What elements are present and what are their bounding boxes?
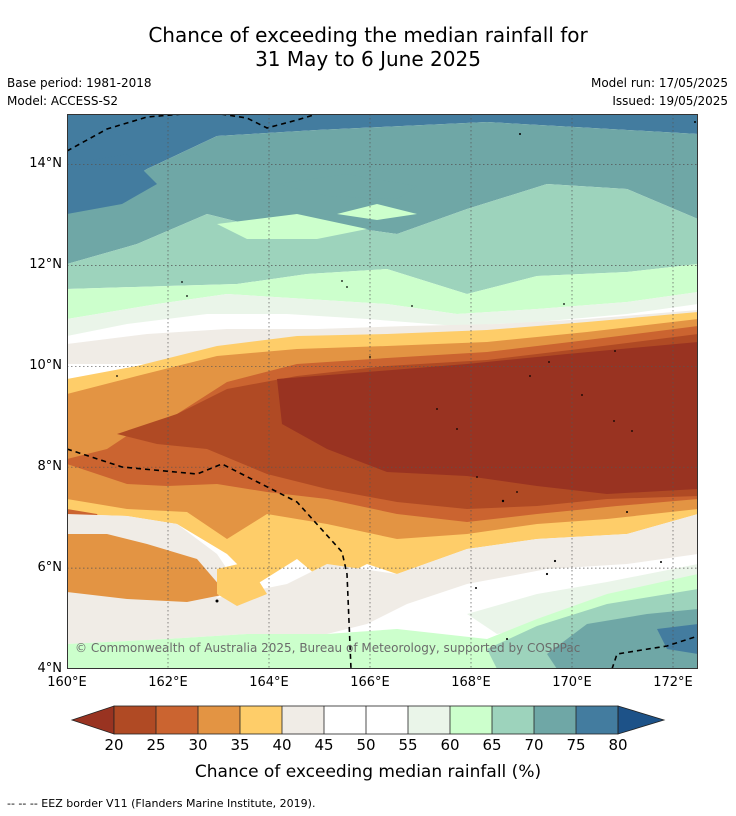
copyright-notice: © Commonwealth of Australia 2025, Bureau… xyxy=(75,641,581,655)
model-name: Model: ACCESS-S2 xyxy=(7,94,119,108)
contour-60-65-patch xyxy=(217,214,367,239)
colorbar-tick-75: 75 xyxy=(566,736,586,754)
contour-55-60-north xyxy=(67,292,698,336)
lon-tick-164E: 164°E xyxy=(249,675,289,690)
colorbar-tick-40: 40 xyxy=(272,736,292,754)
contour-75-80-patch xyxy=(67,154,157,214)
lat-tick-14N: 14°N xyxy=(29,156,62,171)
contour-65-70-north xyxy=(67,184,698,294)
colorbar-tick-35: 35 xyxy=(230,736,250,754)
colorbar-title: Chance of exceeding median rainfall (%) xyxy=(194,762,542,782)
contour-60-65-north xyxy=(67,264,698,319)
colorbar-low-extend xyxy=(70,705,115,735)
eez-footnote: -- -- -- EEZ border V11 (Flanders Marine… xyxy=(7,797,316,810)
colorbar-high-extend xyxy=(617,705,666,735)
contour-below-20 xyxy=(277,342,698,494)
contour-55-60-south xyxy=(467,564,698,634)
island-markers xyxy=(116,121,696,640)
eez-border-central xyxy=(67,448,352,669)
lat-tick-12N: 12°N xyxy=(29,257,62,272)
contour-70-75-patch xyxy=(277,174,417,199)
contour-75-80 xyxy=(67,114,698,209)
graticule xyxy=(67,114,698,669)
colorbar-tick-60: 60 xyxy=(440,736,460,754)
eez-border-southeast xyxy=(611,635,698,669)
contour-40-45-south xyxy=(67,514,698,644)
colorbar-swatch xyxy=(282,706,324,734)
colorbar-swatch xyxy=(240,706,282,734)
lon-tick-170E: 170°E xyxy=(552,675,592,690)
lat-tick-4N: 4°N xyxy=(37,661,63,676)
colorbar-swatch xyxy=(156,706,198,734)
colorbar-tick-55: 55 xyxy=(398,736,418,754)
colorbar-swatch xyxy=(534,706,576,734)
colorbar-swatch xyxy=(408,706,450,734)
lon-tick-168E: 168°E xyxy=(451,675,491,690)
eez-border-north xyxy=(67,114,320,152)
lon-tick-162E: 162°E xyxy=(148,675,188,690)
colorbar-tick-25: 25 xyxy=(146,736,166,754)
colorbar-tick-70: 70 xyxy=(524,736,544,754)
colorbar xyxy=(70,705,666,735)
colorbar-swatch xyxy=(492,706,534,734)
rainfall-probability-map xyxy=(67,114,698,669)
model-run-date: Model run: 17/05/2025 xyxy=(590,76,728,90)
chart-title-line2: 31 May to 6 June 2025 xyxy=(255,47,481,71)
lat-tick-10N: 10°N xyxy=(29,358,62,373)
colorbar-tick-50: 50 xyxy=(356,736,376,754)
colorbar-tick-20: 20 xyxy=(104,736,124,754)
colorbar-tick-80: 80 xyxy=(608,736,628,754)
lon-tick-160E: 160°E xyxy=(47,675,87,690)
base-period: Base period: 1981-2018 xyxy=(7,76,152,90)
colorbar-swatch xyxy=(366,706,408,734)
contour-60-65-patch2 xyxy=(337,204,417,220)
colorbar-swatch xyxy=(198,706,240,734)
lat-tick-6N: 6°N xyxy=(37,560,63,575)
map-frame xyxy=(67,114,698,669)
colorbar-swatch xyxy=(114,706,156,734)
colorbar-tick-65: 65 xyxy=(482,736,502,754)
colorbar-swatch xyxy=(450,706,492,734)
colorbar-swatch xyxy=(324,706,366,734)
chart-title-line1: Chance of exceeding the median rainfall … xyxy=(148,23,588,47)
colorbar-tick-45: 45 xyxy=(314,736,334,754)
lat-tick-8N: 8°N xyxy=(37,459,63,474)
contour-70-75-south xyxy=(547,609,698,669)
colorbar-swatch xyxy=(576,706,618,734)
issued-date: Issued: 19/05/2025 xyxy=(612,94,728,108)
lon-tick-166E: 166°E xyxy=(350,675,390,690)
eez-border-lines xyxy=(67,114,698,669)
colorbar-tick-30: 30 xyxy=(188,736,208,754)
lon-tick-172E: 172°E xyxy=(653,675,693,690)
contour-35-40-west xyxy=(217,562,267,606)
